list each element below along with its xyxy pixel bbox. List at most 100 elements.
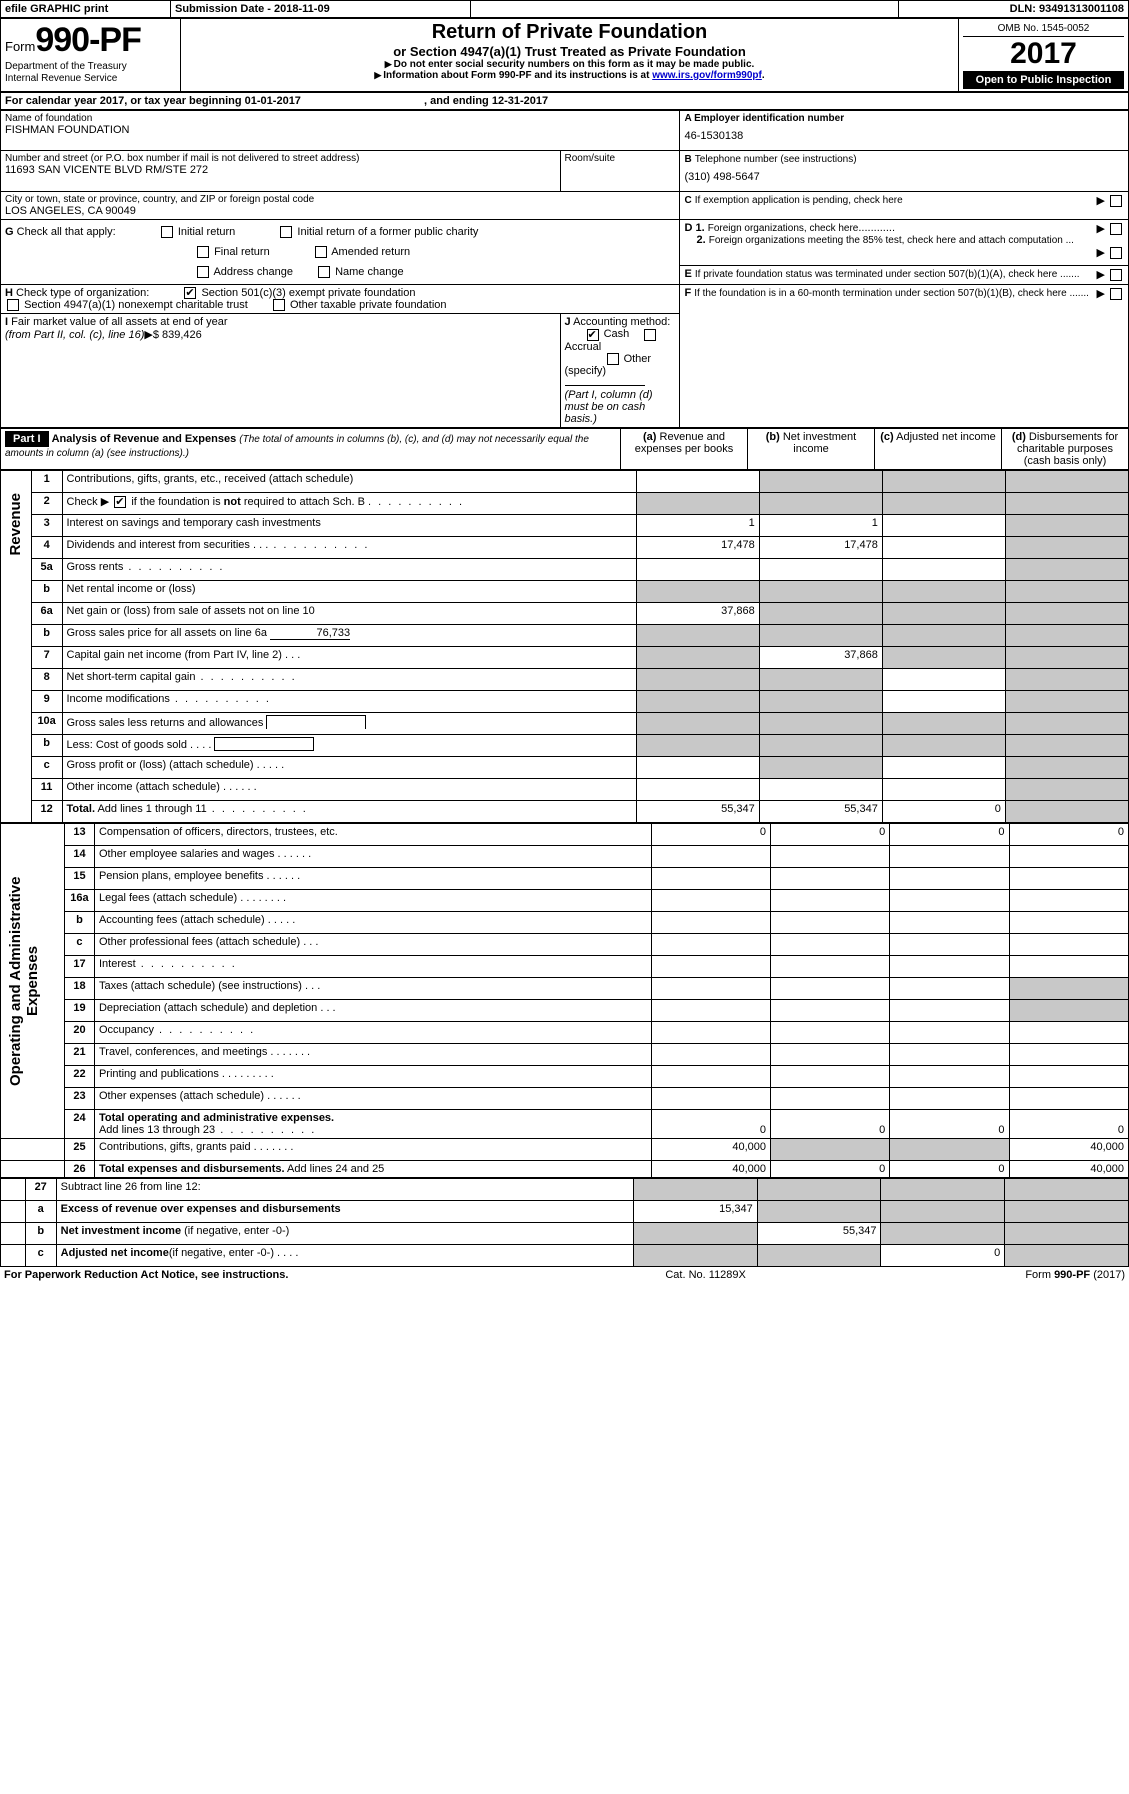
line-10b-box[interactable] (214, 737, 314, 751)
dept-treasury: Department of the Treasury (5, 61, 127, 72)
initial-return: Initial return (178, 226, 235, 238)
dln-cell: DLN: 93491313001108 (899, 1, 1129, 18)
line-10a-box[interactable] (266, 715, 366, 729)
name-change-checkbox[interactable] (318, 266, 330, 278)
info-note: Information about Form 990-PF and its in… (185, 70, 954, 81)
dln-label: DLN: (1010, 3, 1039, 15)
line-22-desc: Printing and publications . . . . . . . … (94, 1065, 651, 1087)
part1-header: Part I Analysis of Revenue and Expenses … (0, 428, 1129, 470)
h-text: Check type of organization: (16, 287, 149, 299)
name-change: Name change (335, 266, 404, 278)
f-label: F (684, 287, 691, 299)
col-b-lbl: (b) (766, 431, 780, 443)
line-16a-num: 16a (65, 889, 95, 911)
line-6a-a: 37,868 (636, 602, 759, 624)
d1-label: D 1. (684, 222, 704, 234)
line-12-a: 55,347 (636, 800, 759, 822)
line-10c-desc: Gross profit or (loss) (attach schedule)… (62, 756, 636, 778)
part1-title: Analysis of Revenue and Expenses (52, 433, 237, 445)
line-12-b: 55,347 (759, 800, 882, 822)
line-24-a: 0 (651, 1109, 770, 1138)
line-12-num: 12 (31, 800, 62, 822)
i-text: Fair market value of all assets at end o… (11, 316, 227, 328)
line-27c-c: 0 (881, 1244, 1005, 1266)
line-27c-num: c (25, 1244, 56, 1266)
col-d: Disbursements for charitable purposes (c… (1017, 431, 1118, 467)
footer-mid: Cat. No. 11289X (565, 1267, 847, 1283)
line-9-num: 9 (31, 690, 62, 712)
line-19-desc: Depreciation (attach schedule) and deple… (94, 999, 651, 1021)
line-26-d: 40,000 (1009, 1160, 1129, 1177)
line-24-d: 0 (1009, 1109, 1129, 1138)
h-other-checkbox[interactable] (273, 299, 285, 311)
line-2-d2c: required to attach Sch. B (241, 496, 365, 508)
d2-label: 2. (696, 234, 705, 246)
f-text: If the foundation is in a 60-month termi… (694, 288, 1089, 299)
d2-checkbox[interactable] (1110, 247, 1122, 259)
amended-checkbox[interactable] (315, 246, 327, 258)
e-checkbox[interactable] (1110, 269, 1122, 281)
line-14-num: 14 (65, 845, 95, 867)
h-4947-checkbox[interactable] (7, 299, 19, 311)
line-4-desc: Dividends and interest from securities .… (62, 536, 636, 558)
line-1-desc: Contributions, gifts, grants, etc., rece… (62, 470, 636, 492)
name-label: Name of foundation (5, 113, 675, 124)
city-label: City or town, state or province, country… (5, 194, 675, 205)
line-12-c: 0 (882, 800, 1005, 822)
address-change-checkbox[interactable] (197, 266, 209, 278)
h-501c3-checkbox[interactable] (184, 287, 196, 299)
footer: For Paperwork Reduction Act Notice, see … (0, 1267, 1129, 1283)
final-return-checkbox[interactable] (197, 246, 209, 258)
c-checkbox[interactable] (1110, 195, 1122, 207)
footer-left: For Paperwork Reduction Act Notice, see … (4, 1269, 288, 1281)
ein-label: A Employer identification number (684, 113, 1124, 124)
line-6b-value: 76,733 (270, 627, 350, 640)
line-12-desc: Total. Add lines 1 through 11 (62, 800, 636, 822)
line-7-b: 37,868 (759, 646, 882, 668)
line-1-c (882, 470, 1005, 492)
line-21-num: 21 (65, 1043, 95, 1065)
line-10a-desc: Gross sales less returns and allowances (62, 712, 636, 734)
line-26-a: 40,000 (651, 1160, 770, 1177)
e-label: E (684, 268, 691, 280)
line-13-a: 0 (651, 823, 770, 845)
line-4-b: 17,478 (759, 536, 882, 558)
line-27a-a: 15,347 (634, 1200, 758, 1222)
line-2-d1: Check ▶ (67, 496, 110, 508)
line-26-b: 0 (771, 1160, 890, 1177)
ssn-note: Do not enter social security numbers on … (185, 59, 954, 70)
initial-return-checkbox[interactable] (161, 226, 173, 238)
fmv-value: 839,426 (159, 329, 202, 341)
line-25-num: 25 (65, 1138, 95, 1160)
line-27b-num: b (25, 1222, 56, 1244)
line-4-a: 17,478 (636, 536, 759, 558)
submission-cell: Submission Date - 2018-11-09 (171, 1, 471, 18)
line-27a-desc: Excess of revenue over expenses and disb… (56, 1200, 633, 1222)
j-note: (Part I, column (d) must be on cash basi… (565, 389, 653, 425)
city-value: LOS ANGELES, CA 90049 (5, 205, 675, 217)
line-13-b: 0 (771, 823, 890, 845)
j-accrual-checkbox[interactable] (644, 329, 656, 341)
d1-checkbox[interactable] (1110, 223, 1122, 235)
j-other-field[interactable] (565, 385, 645, 386)
irs-link[interactable]: www.irs.gov/form990pf (652, 70, 762, 81)
foundation-name: FISHMAN FOUNDATION (5, 124, 675, 136)
irs-label: Internal Revenue Service (5, 73, 117, 84)
j-other-checkbox[interactable] (607, 353, 619, 365)
line-3-desc: Interest on savings and temporary cash i… (62, 514, 636, 536)
tax-year: 2017 (963, 37, 1124, 71)
initial-former: Initial return of a former public charit… (297, 226, 478, 238)
g-text: Check all that apply: (17, 226, 116, 238)
h-label: H (5, 287, 13, 299)
period-end: 12-31-2017 (492, 95, 548, 107)
line-2-checkbox[interactable] (114, 496, 126, 508)
line-25-desc: Contributions, gifts, grants paid . . . … (94, 1138, 651, 1160)
revenue-table: Revenue 1 Contributions, gifts, grants, … (0, 470, 1129, 823)
line-11-num: 11 (31, 778, 62, 800)
line-26-num: 26 (65, 1160, 95, 1177)
f-checkbox[interactable] (1110, 288, 1122, 300)
initial-former-checkbox[interactable] (280, 226, 292, 238)
line-27-num: 27 (25, 1178, 56, 1200)
j-cash-checkbox[interactable] (587, 329, 599, 341)
line-7-desc: Capital gain net income (from Part IV, l… (62, 646, 636, 668)
